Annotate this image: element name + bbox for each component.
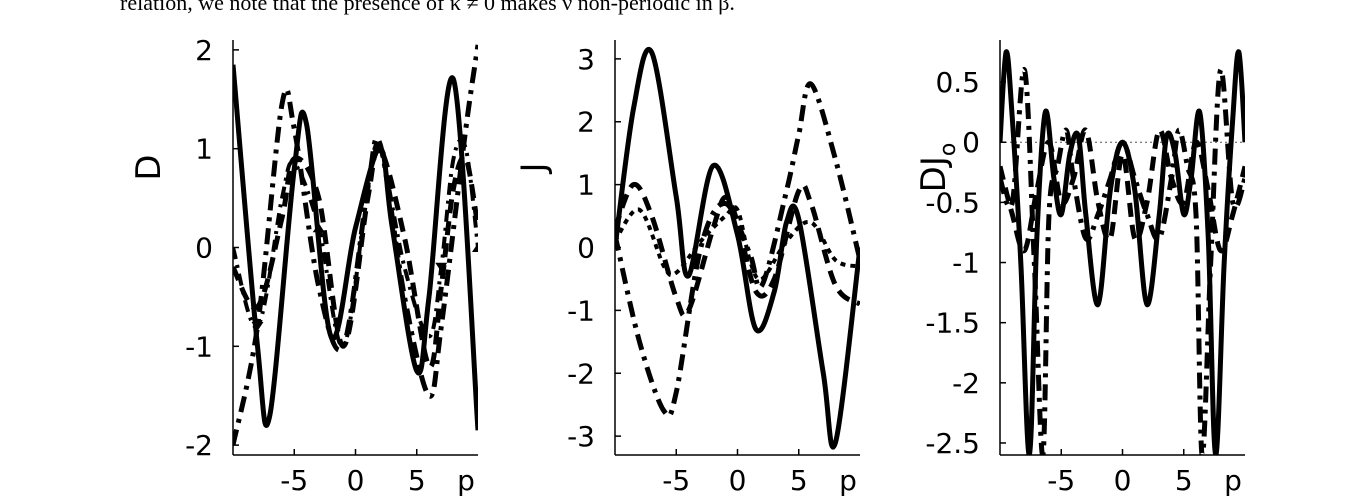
x-axis-end-label: p [1224, 464, 1242, 497]
y-tick-label: 3 [577, 43, 595, 76]
series-line-solid [233, 64, 478, 431]
series-line-solid [615, 47, 860, 450]
chart-panel-j: 3 2 1 0 -1 -2 -3 -5 0 5 p J [514, 40, 860, 497]
y-tick-label: -2 [567, 357, 595, 390]
series-marker-triangle [312, 223, 325, 233]
y-tick-label: 0 [195, 232, 213, 265]
y-tick-label: -2.5 [925, 427, 980, 460]
y-tick-label: 1 [577, 169, 595, 202]
x-tick-label: 0 [729, 464, 747, 497]
x-axis-end-label: p [457, 464, 475, 497]
x-tick-label: -5 [662, 464, 690, 497]
y-tick-label: 1 [195, 133, 213, 166]
series-line-dotted-thick [615, 204, 860, 282]
y-tick-label: 0 [962, 126, 980, 159]
caption-text: relation, we note that the presence of κ… [120, 0, 735, 15]
y-axis-label: D [129, 154, 169, 180]
x-tick-label: -5 [1047, 464, 1075, 497]
y-tick-label: -1 [952, 247, 980, 280]
y-axis-label-subscript: o [936, 143, 961, 156]
chart-panel-dj: 0.5 0 -0.5 -1 -1.5 -2 -2.5 -5 0 5 p DJo [914, 40, 1245, 497]
x-tick-label: -5 [280, 464, 308, 497]
y-tick-label: 0 [577, 232, 595, 265]
x-axis-end-label: p [839, 464, 857, 497]
x-tick-label: 5 [1175, 464, 1193, 497]
y-tick-label: -2 [185, 429, 213, 462]
y-tick-label: -3 [567, 420, 595, 453]
series-line-dash-dot [1000, 67, 1245, 455]
series-line-dashed [615, 182, 860, 319]
x-tick-label: 5 [408, 464, 426, 497]
y-tick-label: -0.5 [925, 186, 980, 219]
y-tick-label: 2 [577, 106, 595, 139]
x-tick-label: 5 [790, 464, 808, 497]
series-marker-triangle [472, 243, 478, 252]
series-marker-triangle [251, 322, 264, 332]
y-axis-label: J [514, 162, 554, 174]
y-tick-label: -1 [567, 294, 595, 327]
y-tick-label: -1 [185, 330, 213, 363]
y-tick-label: -2 [952, 367, 980, 400]
series-line-dash-dot [233, 44, 478, 446]
x-tick-label: 0 [1114, 464, 1132, 497]
y-tick-label: -1.5 [925, 307, 980, 340]
series-line-dashed [1000, 127, 1245, 254]
y-axis-label: DJo [914, 143, 961, 193]
x-tick-label: 0 [347, 464, 365, 497]
series-line-dash-dot [615, 81, 860, 419]
chart-panel-d: 2 1 0 -1 -2 -5 0 5 p D [129, 34, 478, 497]
y-tick-label: 2 [195, 34, 213, 67]
y-tick-label: 0.5 [935, 66, 980, 99]
